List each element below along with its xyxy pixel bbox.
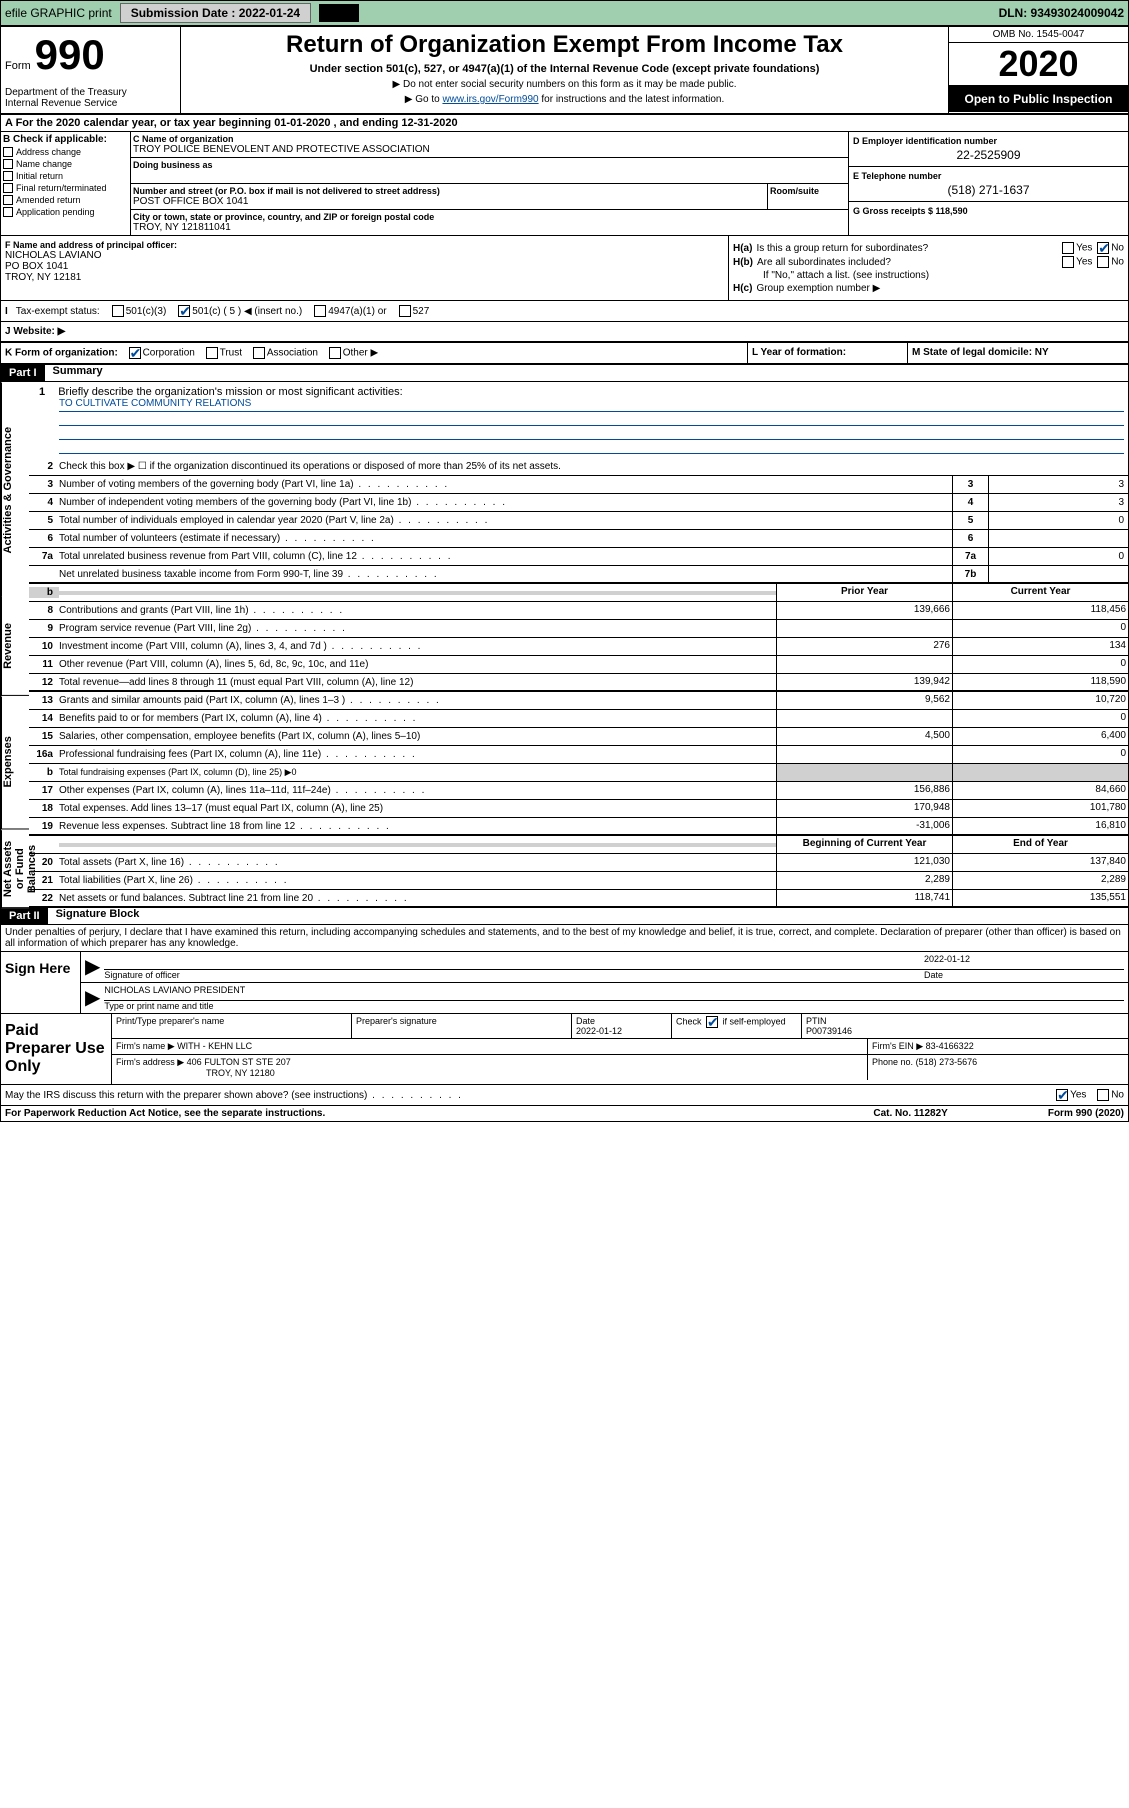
section-bc: B Check if applicable: Address change Na… <box>1 132 1128 236</box>
chk-corp[interactable] <box>129 347 141 359</box>
form-990-container: Form 990 Department of the TreasuryInter… <box>0 26 1129 1122</box>
chk-address-change[interactable] <box>3 147 13 157</box>
arrow-icon: ▶ <box>85 985 100 1011</box>
chk-4947[interactable] <box>314 305 326 317</box>
form-number: 990 <box>35 31 105 79</box>
top-bar: efile GRAPHIC print Submission Date : 20… <box>0 0 1129 26</box>
city-value: TROY, NY 121811041 <box>133 222 846 233</box>
officer-addr2: TROY, NY 12181 <box>5 272 724 283</box>
header-row: Form 990 Department of the TreasuryInter… <box>1 27 1128 115</box>
row-a: A For the 2020 calendar year, or tax yea… <box>1 115 1128 132</box>
chk-trust[interactable] <box>206 347 218 359</box>
sign-here-label: Sign Here <box>1 952 81 1013</box>
summary-content: 1 Briefly describe the organization's mi… <box>29 382 1128 908</box>
chk-amended[interactable] <box>3 195 13 205</box>
officer-label: F Name and address of principal officer: <box>5 240 724 250</box>
vert-expenses: Expenses <box>1 696 29 829</box>
form-note-1: ▶ Do not enter social security numbers o… <box>185 79 944 90</box>
ha-yes[interactable] <box>1062 242 1074 254</box>
form-note-2: ▶ Go to www.irs.gov/Form990 for instruct… <box>185 94 944 105</box>
irs-discuss-row: May the IRS discuss this return with the… <box>1 1085 1128 1105</box>
header-mid: Return of Organization Exempt From Incom… <box>181 27 948 113</box>
form-word: Form <box>5 60 31 72</box>
gross-label: G Gross receipts $ 118,590 <box>853 206 1124 216</box>
chk-527[interactable] <box>399 305 411 317</box>
mission-text: TO CULTIVATE COMMUNITY RELATIONS <box>59 398 1124 412</box>
section-kl: K Form of organization: Corporation Trus… <box>1 343 1128 365</box>
part2-header: Part II <box>1 908 48 924</box>
col-f: F Name and address of principal officer:… <box>1 236 728 300</box>
sign-here-row: Sign Here ▶ Signature of officer 2022-01… <box>1 951 1128 1013</box>
tax-year: 2020 <box>949 43 1128 86</box>
chk-assoc[interactable] <box>253 347 265 359</box>
col-b-checkboxes: B Check if applicable: Address change Na… <box>1 132 131 235</box>
tel-value: (518) 271-1637 <box>853 183 1124 197</box>
part2-title: Signature Block <box>56 908 140 924</box>
org-name: TROY POLICE BENEVOLENT AND PROTECTIVE AS… <box>133 144 846 155</box>
preparer-section: Paid Preparer Use Only Print/Type prepar… <box>1 1013 1128 1085</box>
blank-btn <box>319 4 359 22</box>
hb-no[interactable] <box>1097 256 1109 268</box>
addr-value: POST OFFICE BOX 1041 <box>133 196 765 207</box>
discuss-no[interactable] <box>1097 1089 1109 1101</box>
row-j: J Website: ▶ <box>1 322 1128 343</box>
part1-title: Summary <box>53 365 103 381</box>
chk-initial-return[interactable] <box>3 171 13 181</box>
org-name-label: C Name of organization <box>133 134 846 144</box>
dba-label: Doing business as <box>133 160 846 170</box>
room-label: Room/suite <box>770 186 846 196</box>
tel-label: E Telephone number <box>853 171 1124 181</box>
ein-label: D Employer identification number <box>853 136 1124 146</box>
arrow-icon: ▶ <box>85 954 100 980</box>
chk-final-return[interactable] <box>3 183 13 193</box>
form-subtitle: Under section 501(c), 527, or 4947(a)(1)… <box>185 63 944 75</box>
city-label: City or town, state or province, country… <box>133 212 846 222</box>
chk-501c[interactable] <box>178 305 190 317</box>
ein-value: 22-2525909 <box>853 148 1124 162</box>
chk-pending[interactable] <box>3 207 13 217</box>
part1-header-row: Part I Summary <box>1 365 1128 382</box>
chk-name-change[interactable] <box>3 159 13 169</box>
discuss-yes[interactable] <box>1056 1089 1068 1101</box>
vert-governance: Activities & Governance <box>1 382 29 597</box>
col-l: L Year of formation: <box>748 343 908 363</box>
row-i: I Tax-exempt status: 501(c)(3) 501(c) ( … <box>1 301 1128 322</box>
dept-label: Department of the TreasuryInternal Reven… <box>5 87 176 109</box>
submission-date-btn[interactable]: Submission Date : 2022-01-24 <box>120 3 311 23</box>
col-de: D Employer identification number 22-2525… <box>848 132 1128 235</box>
open-public-badge: Open to Public Inspection <box>949 86 1128 112</box>
col-h: H(a) Is this a group return for subordin… <box>728 236 1128 300</box>
efile-label: efile GRAPHIC print <box>5 6 112 20</box>
preparer-label: Paid Preparer Use Only <box>1 1014 111 1084</box>
hb-yes[interactable] <box>1062 256 1074 268</box>
omb-number: OMB No. 1545-0047 <box>949 27 1128 43</box>
officer-addr1: PO BOX 1041 <box>5 261 724 272</box>
form-title: Return of Organization Exempt From Incom… <box>185 31 944 59</box>
col-b-title: B Check if applicable: <box>3 134 128 145</box>
ha-no[interactable] <box>1097 242 1109 254</box>
chk-self-employed[interactable] <box>706 1016 718 1028</box>
chk-501c3[interactable] <box>112 305 124 317</box>
addr-label: Number and street (or P.O. box if mail i… <box>133 186 765 196</box>
col-m: M State of legal domicile: NY <box>908 343 1128 363</box>
part2-header-row: Part II Signature Block <box>1 908 1128 925</box>
footer: For Paperwork Reduction Act Notice, see … <box>1 1105 1128 1121</box>
vert-netassets: Net Assets or Fund Balances <box>1 830 29 908</box>
irs-link[interactable]: www.irs.gov/Form990 <box>442 94 538 105</box>
mission-block: 1 Briefly describe the organization's mi… <box>29 382 1128 458</box>
sig-declaration: Under penalties of perjury, I declare th… <box>1 925 1128 951</box>
col-c: C Name of organization TROY POLICE BENEV… <box>131 132 848 235</box>
dln-label: DLN: 93493024009042 <box>999 6 1124 20</box>
summary-body: Activities & Governance Revenue Expenses… <box>1 382 1128 908</box>
section-fgh: F Name and address of principal officer:… <box>1 236 1128 301</box>
officer-name: NICHOLAS LAVIANO <box>5 250 724 261</box>
header-left: Form 990 Department of the TreasuryInter… <box>1 27 181 113</box>
chk-other[interactable] <box>329 347 341 359</box>
vert-revenue: Revenue <box>1 597 29 696</box>
part1-header: Part I <box>1 365 45 381</box>
header-right: OMB No. 1545-0047 2020 Open to Public In… <box>948 27 1128 113</box>
col-k: K Form of organization: Corporation Trus… <box>1 343 748 363</box>
